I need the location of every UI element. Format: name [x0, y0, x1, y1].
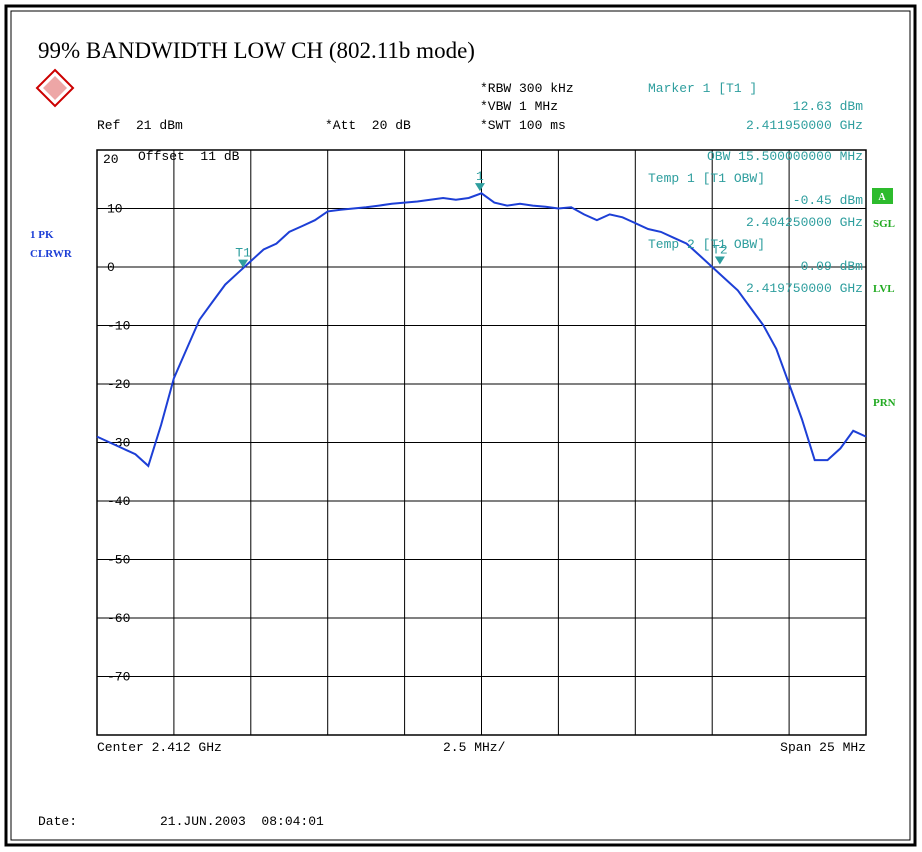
annotation: 12.63 dBm [793, 99, 863, 114]
y-tick-label: 20 [103, 152, 119, 167]
annotation: Date: [38, 814, 77, 829]
y-tick-label: -40 [107, 494, 130, 509]
annotation: 2.419750000 GHz [746, 281, 863, 296]
annotation: OBW 15.500000000 MHz [707, 149, 863, 164]
annotation: 21.JUN.2003 08:04:01 [160, 814, 324, 829]
annotation: A [878, 192, 886, 203]
inner-frame [10, 10, 911, 841]
annotation: Temp 1 [T1 OBW] [648, 171, 765, 186]
annotation: 2.5 MHz/ [443, 740, 506, 755]
annotation: CLRWR [30, 248, 73, 260]
marker [238, 259, 249, 268]
y-tick-label: -60 [107, 611, 130, 626]
y-tick-label: -70 [107, 670, 130, 685]
annotation: LVL [873, 283, 895, 295]
annotation: Temp 2 [T1 OBW] [648, 237, 765, 252]
annotation: *Att 20 dB [325, 118, 411, 133]
y-tick-label: 0 [107, 260, 115, 275]
annotation: Center 2.412 GHz [97, 740, 222, 755]
annotation: 1 PK [30, 229, 54, 241]
y-tick-label: -20 [107, 377, 130, 392]
y-tick-label: 10 [107, 202, 123, 217]
annotation: *SWT 100 ms [480, 118, 566, 133]
flag-box [872, 188, 893, 204]
chart-title: 99% BANDWIDTH LOW CH (802.11b mode) [38, 38, 475, 63]
annotation: Marker 1 [T1 ] [648, 81, 757, 96]
y-tick-label: -50 [107, 553, 130, 568]
y-tick-label: -10 [107, 319, 130, 334]
marker-label: T2 [712, 242, 728, 257]
marker-label: 1 [476, 169, 484, 184]
annotation: Ref 21 dBm [97, 118, 183, 133]
annotation: PRN [873, 397, 896, 409]
marker [474, 183, 485, 192]
annotation: Span 25 MHz [780, 740, 866, 755]
annotation: Offset 11 dB [138, 149, 240, 164]
annotation: -0.45 dBm [793, 193, 863, 208]
y-tick-label: -30 [107, 436, 130, 451]
outer-frame [4, 4, 917, 847]
annotation: 2.404250000 GHz [746, 215, 863, 230]
annotation: SGL [873, 218, 895, 230]
marker-label: T1 [235, 246, 251, 261]
annotation: *RBW 300 kHz [480, 81, 574, 96]
marker [714, 256, 725, 265]
annotation: *VBW 1 MHz [480, 99, 558, 114]
rs-logo [35, 68, 75, 108]
annotation: 2.411950000 GHz [746, 118, 863, 133]
annotation: 0.09 dBm [801, 259, 864, 274]
trace [96, 192, 867, 468]
